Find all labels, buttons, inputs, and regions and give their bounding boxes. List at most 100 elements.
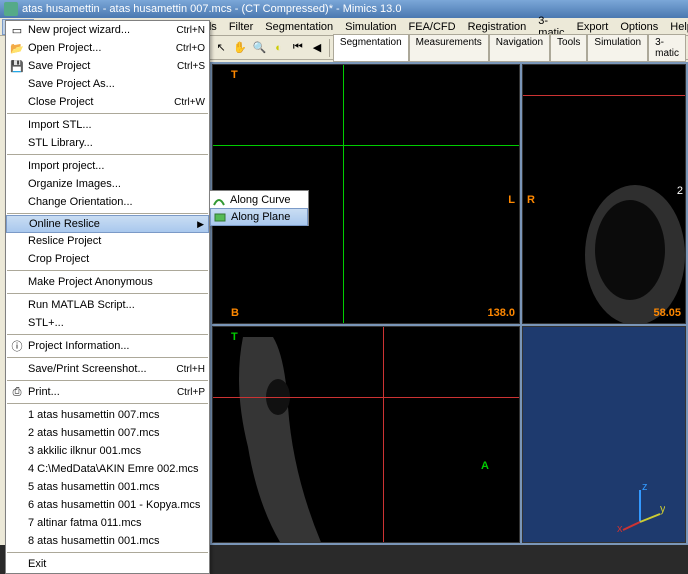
plane-icon [213, 210, 227, 224]
tool-arrow-icon[interactable]: ↖ [212, 38, 230, 58]
menu-separator [7, 213, 208, 214]
menu-item-label: Change Orientation... [28, 196, 205, 208]
menu-fea/cfd[interactable]: FEA/CFD [403, 20, 462, 34]
tab-simulation[interactable]: Simulation [587, 34, 648, 62]
viewport-bottom-right[interactable]: z y x [522, 326, 686, 543]
menu-item[interactable]: 8 atas husamettin 001.mcs [6, 532, 209, 550]
menu-item[interactable]: STL+... [6, 314, 209, 332]
menu-item-label: Print... [28, 386, 177, 398]
menu-item[interactable]: Exit [6, 555, 209, 573]
menu-item-label: Open Project... [28, 42, 176, 54]
menu-item-label: Exit [28, 558, 205, 570]
axes-gizmo-icon[interactable]: z y x [615, 482, 665, 532]
menu-item[interactable]: Save Project As... [6, 75, 209, 93]
menu-segmentation[interactable]: Segmentation [259, 20, 339, 34]
menu-item[interactable]: Make Project Anonymous [6, 273, 209, 291]
menu-item-label: STL Library... [28, 137, 205, 149]
tab-measurements[interactable]: Measurements [409, 34, 489, 62]
menu-item[interactable]: 3 akkilic ilknur 001.mcs [6, 442, 209, 460]
crosshair-v [383, 327, 384, 542]
menu-item[interactable]: Import STL... [6, 116, 209, 134]
menu-item[interactable]: 7 altinar fatma 011.mcs [6, 514, 209, 532]
tab-navigation[interactable]: Navigation [489, 34, 550, 62]
menu-item-label: Import STL... [28, 119, 205, 131]
tool-hand-icon[interactable]: ✋ [231, 38, 249, 58]
menu-registration[interactable]: Registration [462, 20, 533, 34]
menu-separator [7, 293, 208, 294]
submenu-item-label: Along Curve [230, 194, 291, 206]
menu-item[interactable]: 2 atas husamettin 007.mcs [6, 424, 209, 442]
submenu-item-label: Along Plane [231, 211, 290, 223]
menu-shortcut: Ctrl+P [177, 387, 205, 398]
submenu-item[interactable]: Along Curve [210, 191, 308, 209]
menu-options[interactable]: Options [614, 20, 664, 34]
menu-item-label: 5 atas husamettin 001.mcs [28, 481, 205, 493]
menu-item[interactable]: Save/Print Screenshot...Ctrl+H [6, 360, 209, 378]
menu-item-label: Save/Print Screenshot... [28, 363, 176, 375]
ct-scan-icon [223, 327, 383, 543]
menu-item[interactable]: Organize Images... [6, 175, 209, 193]
tool-back-icon[interactable]: ◀ [308, 38, 326, 58]
menu-simulation[interactable]: Simulation [339, 20, 402, 34]
menu-item[interactable]: ⎙Print...Ctrl+P [6, 383, 209, 401]
orient-label-b: B [231, 307, 239, 319]
ct-scan-icon [545, 175, 685, 324]
tab-tools[interactable]: Tools [550, 34, 587, 62]
orient-label-a: A [481, 460, 489, 472]
window-title: atas husamettin - atas husamettin 007.mc… [22, 3, 401, 15]
submenu-item[interactable]: Along Plane [210, 208, 308, 226]
menu-item-label: New project wizard... [28, 24, 176, 36]
menu-item[interactable]: 6 atas husamettin 001 - Kopya.mcs [6, 496, 209, 514]
menu-item-label: Project Information... [28, 340, 205, 352]
crosshair-v [343, 65, 344, 323]
menu-item-label: Crop Project [28, 253, 205, 265]
menu-separator [7, 552, 208, 553]
menu-item[interactable]: 5 atas husamettin 001.mcs [6, 478, 209, 496]
menu-item[interactable]: Change Orientation... [6, 193, 209, 211]
viewport-bottom-left[interactable]: T A [212, 326, 520, 543]
menu-separator [7, 357, 208, 358]
separator [329, 39, 330, 57]
menu-item[interactable]: 📂Open Project...Ctrl+O [6, 39, 209, 57]
menu-item[interactable]: 4 C:\MedData\AKIN Emre 002.mcs [6, 460, 209, 478]
menu-item-label: STL+... [28, 317, 205, 329]
tool-step-icon[interactable]: ⏮ [289, 38, 307, 58]
menu-filter[interactable]: Filter [223, 20, 259, 34]
menu-item[interactable]: Crop Project [6, 250, 209, 268]
menu-shortcut: Ctrl+O [176, 43, 205, 54]
file-menu-dropdown: ▭New project wizard...Ctrl+N📂Open Projec… [5, 20, 210, 574]
menu-help[interactable]: Help [664, 20, 688, 34]
menu-separator [7, 334, 208, 335]
crosshair-h [213, 145, 519, 146]
tool-zoom-icon[interactable]: 🔍 [250, 38, 268, 58]
viewport-grid: T B L 138.0 R 58.05 2 T A z y x [210, 62, 688, 545]
orient-label-r: R [527, 194, 535, 206]
menu-item[interactable]: STL Library... [6, 134, 209, 152]
crosshair-h [213, 397, 519, 398]
menu-item[interactable]: 1 atas husamettin 007.mcs [6, 406, 209, 424]
menu-export[interactable]: Export [571, 20, 615, 34]
menu-item-label: Save Project As... [28, 78, 205, 90]
menu-item[interactable]: Run MATLAB Script... [6, 296, 209, 314]
menu-item-label: 3 akkilic ilknur 001.mcs [28, 445, 205, 457]
tool-contrast-icon[interactable]: ◐ [270, 38, 288, 58]
marker-number: 2 [677, 185, 683, 197]
viewport-top-right[interactable]: R 58.05 2 [522, 64, 686, 324]
menu-item[interactable]: 💾Save ProjectCtrl+S [6, 57, 209, 75]
menu-item[interactable]: Online Reslice▶ [6, 215, 209, 233]
info-icon: ⓘ [9, 338, 25, 354]
menu-item[interactable]: ⓘProject Information... [6, 337, 209, 355]
printer-icon: ⎙ [9, 384, 25, 400]
submenu-arrow-icon: ▶ [197, 219, 204, 230]
menu-item[interactable]: Reslice Project [6, 232, 209, 250]
crosshair-h [523, 95, 685, 96]
orient-label-t: T [231, 331, 238, 343]
menu-item[interactable]: Close ProjectCtrl+W [6, 93, 209, 111]
doc-icon: ▭ [9, 22, 25, 38]
tab-3-matic[interactable]: 3-matic [648, 34, 686, 62]
menu-item[interactable]: Import project... [6, 157, 209, 175]
menu-item[interactable]: ▭New project wizard...Ctrl+N [6, 21, 209, 39]
tab-segmentation[interactable]: Segmentation [333, 34, 409, 62]
menu-shortcut: Ctrl+H [176, 364, 205, 375]
slice-number: 58.05 [653, 307, 681, 319]
